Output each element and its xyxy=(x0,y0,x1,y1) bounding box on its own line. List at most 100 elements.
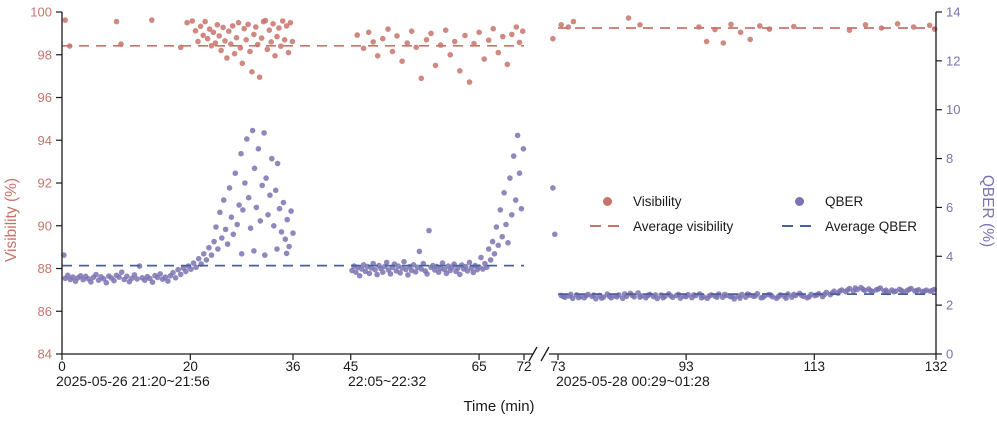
visibility-point xyxy=(462,32,468,39)
visibility-point xyxy=(374,53,381,59)
visibility-point xyxy=(285,49,292,56)
visibility-point xyxy=(504,61,511,68)
qber-point xyxy=(245,194,252,201)
qber-point xyxy=(775,293,782,300)
qber-point xyxy=(890,288,897,295)
qber-point xyxy=(274,160,281,167)
qber-point xyxy=(518,205,525,212)
qber-point xyxy=(286,243,292,250)
qber-point xyxy=(172,275,179,281)
qber-point xyxy=(247,225,254,231)
qber-point xyxy=(383,259,390,266)
qber-point xyxy=(175,266,181,273)
visibility-point xyxy=(231,50,238,57)
qber-point xyxy=(714,294,720,300)
x-tick-label: 0 xyxy=(58,359,66,374)
qber-point xyxy=(852,285,859,291)
visibility-point xyxy=(222,38,228,44)
visibility-point xyxy=(283,23,290,29)
qber-point xyxy=(867,287,874,294)
x-tick-label: 45 xyxy=(343,359,358,374)
qber-point xyxy=(183,268,189,275)
qber-point xyxy=(387,271,394,277)
visibility-point xyxy=(495,49,502,56)
visibility-point xyxy=(354,32,361,38)
y-right-tick-label: 12 xyxy=(946,53,960,68)
qber-point xyxy=(253,204,260,211)
y-right-tick-label: 8 xyxy=(946,151,953,166)
visibility-point xyxy=(550,35,556,42)
qber-point xyxy=(489,238,496,245)
visibility-point xyxy=(423,37,430,43)
qber-point xyxy=(190,260,197,266)
visibility-point xyxy=(266,27,273,33)
qber-point xyxy=(921,288,928,294)
qber-point xyxy=(203,257,210,263)
y-left-tick-label: 86 xyxy=(38,304,52,319)
legend: Visibility QBER Average visibility Avera… xyxy=(590,193,918,234)
visibility-point xyxy=(862,22,869,28)
qber-point xyxy=(280,199,287,206)
qber-point xyxy=(520,146,527,152)
qber-point xyxy=(70,274,76,280)
visibility-point xyxy=(226,28,232,34)
qber-point xyxy=(290,230,296,236)
qber-point xyxy=(575,294,582,301)
qber-point xyxy=(211,238,217,245)
qber-point xyxy=(568,291,574,298)
visibility-point xyxy=(485,37,492,43)
y-left-tick-label: 94 xyxy=(38,133,52,148)
visibility-point xyxy=(703,38,710,45)
qber-point xyxy=(721,291,728,298)
y-left-tick-label: 96 xyxy=(38,90,52,105)
qber-point xyxy=(116,274,122,280)
qber-point xyxy=(230,231,237,238)
y-right-tick-label: 0 xyxy=(946,347,953,362)
qber-point xyxy=(798,292,805,298)
qber-point xyxy=(103,279,110,286)
qber-point xyxy=(821,291,828,298)
axes-layer: 84 86 88 90 92 94 96 98 100 0 2 4 6 8 10 12 14 0 20 36 45 65 7… xyxy=(30,5,960,375)
qber-point xyxy=(269,155,275,162)
qber-point xyxy=(149,279,156,286)
qber-point xyxy=(516,170,523,176)
qber-point xyxy=(222,226,229,233)
qber-point xyxy=(499,233,506,240)
visibility-point xyxy=(565,24,572,30)
qber-point xyxy=(652,292,659,298)
qber-point xyxy=(493,224,500,230)
legend-label-average-qber: Average QBER xyxy=(825,218,918,234)
visibility-point xyxy=(235,19,242,26)
qber-point xyxy=(206,244,212,251)
qber-point xyxy=(767,292,774,298)
qber-point xyxy=(485,246,492,252)
visibility-point xyxy=(728,21,734,28)
visibility-point xyxy=(262,17,269,24)
qber-point xyxy=(288,208,294,214)
qber-point xyxy=(356,273,363,279)
qber-point xyxy=(366,270,373,277)
x-tick-label: 65 xyxy=(472,359,487,374)
qber-point xyxy=(372,266,378,273)
visibility-point xyxy=(289,38,296,45)
qber-point xyxy=(457,271,463,278)
qber-point xyxy=(257,218,264,224)
visibility-point xyxy=(490,25,497,32)
visibility-point xyxy=(432,62,439,69)
qber-point xyxy=(844,287,851,293)
legend-label-visibility: Visibility xyxy=(633,193,682,209)
qber-point xyxy=(806,294,812,300)
series-layer xyxy=(61,15,938,302)
visibility-point xyxy=(224,55,230,61)
visibility-point xyxy=(365,29,372,36)
qber-point xyxy=(262,252,268,258)
visibility-point xyxy=(757,23,763,29)
visibility-point xyxy=(220,24,226,31)
legend-item-average-visibility: Average visibility xyxy=(590,219,782,234)
axis-break-slash xyxy=(528,346,538,362)
visibility-point xyxy=(894,21,901,27)
qber-point xyxy=(283,250,290,257)
qber-point xyxy=(424,271,430,277)
visibility-point xyxy=(513,24,520,30)
